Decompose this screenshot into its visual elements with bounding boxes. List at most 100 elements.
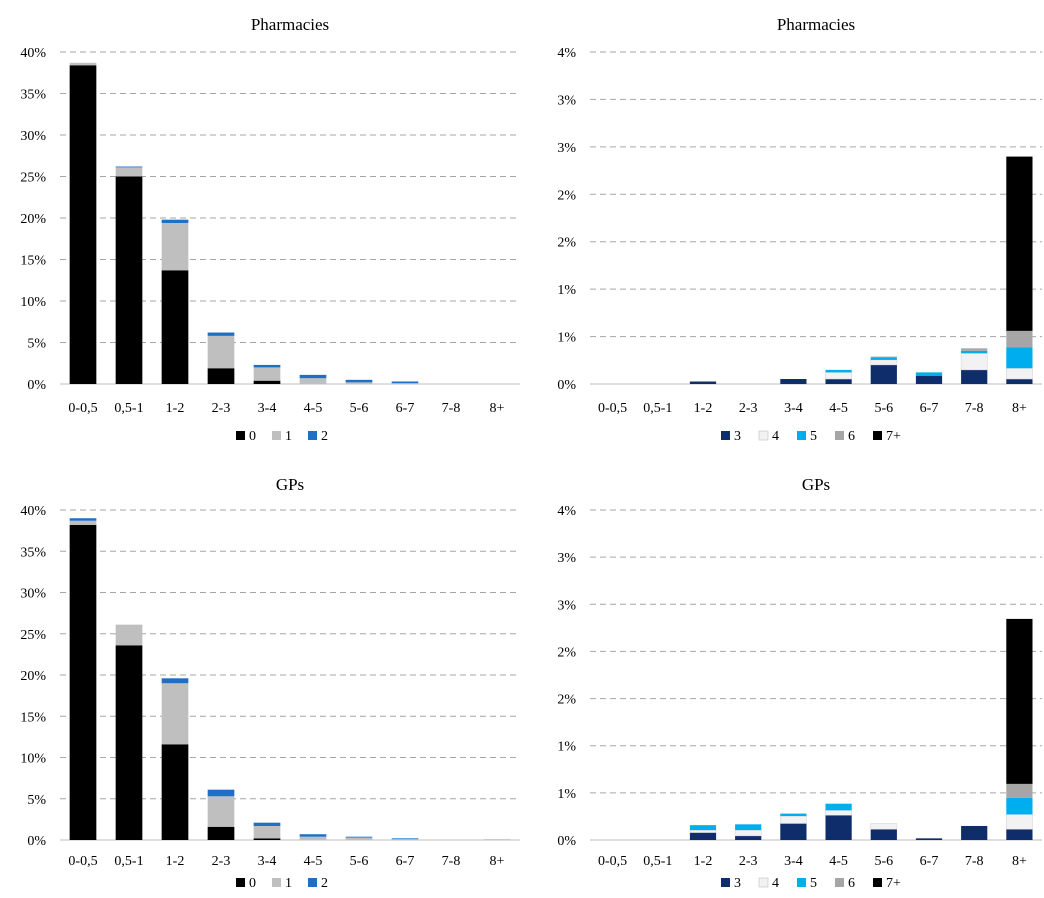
y-tick-label: 1%: [557, 283, 576, 298]
x-tick-label: 1-2: [166, 854, 185, 869]
x-tick-label: 0-0,5: [598, 854, 627, 869]
y-tick-label: 15%: [20, 254, 46, 269]
bar-segment-2: [253, 364, 281, 368]
legend-swatch-7+: [873, 431, 882, 440]
legend-swatch-2: [308, 431, 317, 440]
bar-segment-2: [299, 374, 327, 379]
bar-segment-0: [115, 645, 143, 840]
x-tick-label: 8+: [490, 854, 505, 869]
y-tick-label: 25%: [20, 171, 46, 186]
chart-panel-1: Pharmacies 0% 5% 10% 15% 20% 25% 30% 35% 40% 0-0,5…: [20, 15, 520, 444]
legend-swatch-2: [308, 878, 317, 887]
bar-segment-2: [207, 789, 235, 797]
y-tick-label: 0%: [27, 378, 46, 393]
bar-segment-3: [825, 815, 852, 840]
y-tick-label: 4%: [557, 504, 576, 519]
bar-segment-3: [870, 829, 897, 840]
y-tick-label: 1%: [557, 787, 576, 802]
x-tick-label: 0,5-1: [643, 854, 672, 869]
legend-swatch-7+: [873, 878, 882, 887]
bar-segment-0: [115, 176, 143, 384]
legend-swatch-4: [758, 430, 769, 441]
bar-segment-5: [689, 825, 717, 831]
x-tick-label: 2-3: [739, 401, 758, 416]
y-tick-label: 2%: [557, 236, 576, 251]
bar-segment-1: [299, 378, 327, 384]
legend-label: 4: [772, 876, 779, 891]
bar-segment-6: [1006, 330, 1033, 348]
bar-segment-2: [345, 836, 373, 838]
x-tick-label: 6-7: [396, 401, 415, 416]
y-tick-label: 0%: [557, 834, 576, 849]
y-tick-label: 5%: [27, 793, 46, 808]
bar-segment-4: [870, 823, 898, 830]
x-tick-label: 5-6: [350, 854, 369, 869]
bar-segment-0: [253, 838, 281, 840]
x-tick-label: 5-6: [350, 401, 369, 416]
bar-segment-3: [689, 832, 717, 840]
legend-label: 0: [249, 876, 256, 891]
legend-label: 5: [810, 429, 817, 444]
y-tick-label: 1%: [557, 740, 576, 755]
y-tick-label: 30%: [20, 587, 46, 602]
chart-panel-2: Pharmacies 0% 1% 1% 2% 2% 3% 3% 4% 0-0,5 0,5-1 1-2 2…: [557, 15, 1042, 444]
bar-segment-5: [825, 369, 852, 373]
bar-segment-1: [207, 796, 235, 827]
x-tick-label: 1-2: [694, 854, 713, 869]
y-tick-label: 3%: [557, 93, 576, 108]
chart-title: Pharmacies: [251, 15, 329, 34]
x-tick-label: 4-5: [304, 854, 323, 869]
x-tick-label: 6-7: [920, 401, 939, 416]
y-tick-label: 40%: [20, 504, 46, 519]
legend-swatch-4: [758, 877, 769, 888]
bar-segment-1: [391, 383, 419, 384]
x-tick-label: 7-8: [442, 401, 461, 416]
bar-segment-1: [115, 624, 143, 646]
y-tick-label: 2%: [557, 645, 576, 660]
bar-segment-3: [915, 375, 943, 384]
legend-swatch-3: [721, 431, 730, 440]
x-tick-label: 2-3: [212, 854, 231, 869]
bar-segment-0: [253, 380, 281, 384]
y-tick-label: 5%: [27, 337, 46, 352]
bar-segment-4: [825, 372, 852, 380]
bar-segment-1: [299, 836, 327, 840]
legend-label: 1: [285, 429, 292, 444]
x-tick-label: 4-5: [829, 854, 848, 869]
y-tick-label: 0%: [27, 834, 46, 849]
bar-segment-6: [870, 356, 897, 358]
x-tick-label: 4-5: [829, 401, 848, 416]
bar-segment-6: [961, 348, 988, 351]
x-tick-label: 4-5: [304, 401, 323, 416]
bar-segment-4: [960, 353, 988, 371]
x-tick-label: 8+: [490, 401, 505, 416]
legend-label: 6: [848, 429, 855, 444]
bar-segment-1: [69, 62, 97, 66]
y-tick-label: 10%: [20, 295, 46, 310]
legend-swatch-3: [721, 878, 730, 887]
bar-segment-3: [915, 838, 943, 840]
bar-segment-1: [69, 520, 97, 525]
x-tick-label: 2-3: [739, 854, 758, 869]
y-tick-label: 3%: [557, 141, 576, 156]
legend-label: 0: [249, 429, 256, 444]
chart-panel-4: GPs 0% 1% 1% 2% 2% 3% 3% 4% 0-0,5 0,5-1 1-2 2-3 3-4 4-…: [557, 475, 1042, 891]
legend-label: 6: [848, 876, 855, 891]
legend-label: 7+: [886, 429, 901, 444]
legend-swatch-6: [835, 431, 844, 440]
chart-panel-3: GPs 0% 5% 10% 15% 20% 25% 30% 35% 40% 0-0,5 0,5-1 1-…: [20, 475, 520, 891]
bar-segment-2: [207, 332, 235, 336]
y-tick-label: 3%: [557, 551, 576, 566]
bar-segment-5: [825, 803, 852, 811]
bar-segment-0: [161, 744, 189, 840]
legend-label: 1: [285, 876, 292, 891]
y-tick-label: 35%: [20, 545, 46, 560]
bar-segment-2: [345, 379, 373, 383]
bar-segment-1: [391, 839, 419, 840]
y-tick-label: 25%: [20, 628, 46, 643]
y-tick-label: 10%: [20, 752, 46, 767]
bar-segment-3: [825, 379, 852, 384]
legend-swatch-0: [236, 878, 245, 887]
bar-segment-0: [207, 826, 235, 840]
bar-segment-5: [780, 813, 807, 817]
